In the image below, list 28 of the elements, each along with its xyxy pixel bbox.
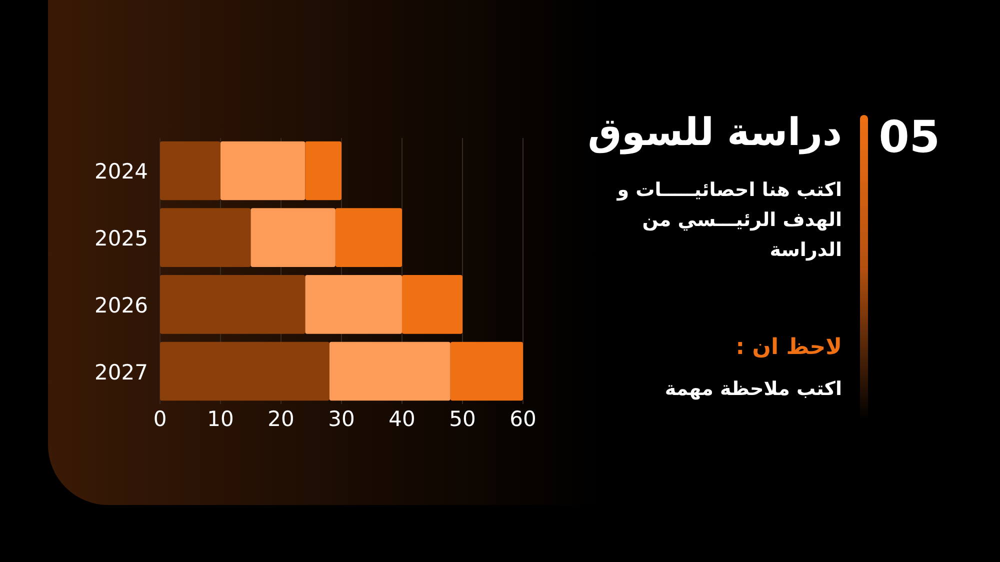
text: اكتب هنا احصائيـــــات و الهدف الرئيـــسي من الدراسة (616, 178, 842, 263)
bar (305, 275, 402, 334)
x-tick-label: 60 (510, 407, 536, 431)
bar (329, 342, 450, 401)
y-tick-label: 2025 (94, 226, 148, 251)
bar (160, 208, 251, 267)
x-tick-label: 50 (449, 407, 476, 431)
x-tick-label: 40 (388, 407, 416, 431)
x-tick-label: 30 (328, 407, 355, 431)
bar (160, 275, 306, 334)
bar (160, 141, 220, 200)
y-tick-label: 2027 (94, 360, 148, 384)
x-tick-label: 10 (207, 407, 234, 431)
text: دراسة للسوق (586, 109, 842, 156)
x-tick-label: 20 (268, 407, 294, 431)
bar (220, 141, 306, 200)
bar (450, 342, 523, 401)
y-tick-label: 2026 (94, 293, 148, 318)
bar (160, 342, 330, 401)
bar (250, 208, 336, 267)
x-tick-label: 0 (153, 407, 167, 431)
bar (402, 275, 462, 334)
text: 05 (878, 112, 940, 163)
y-tick-label: 2024 (94, 160, 148, 184)
text: اكتب ملاحظة مهمة (664, 378, 842, 400)
bar (335, 208, 402, 267)
bar (305, 141, 342, 200)
text: لاحظ ان : (734, 335, 842, 360)
